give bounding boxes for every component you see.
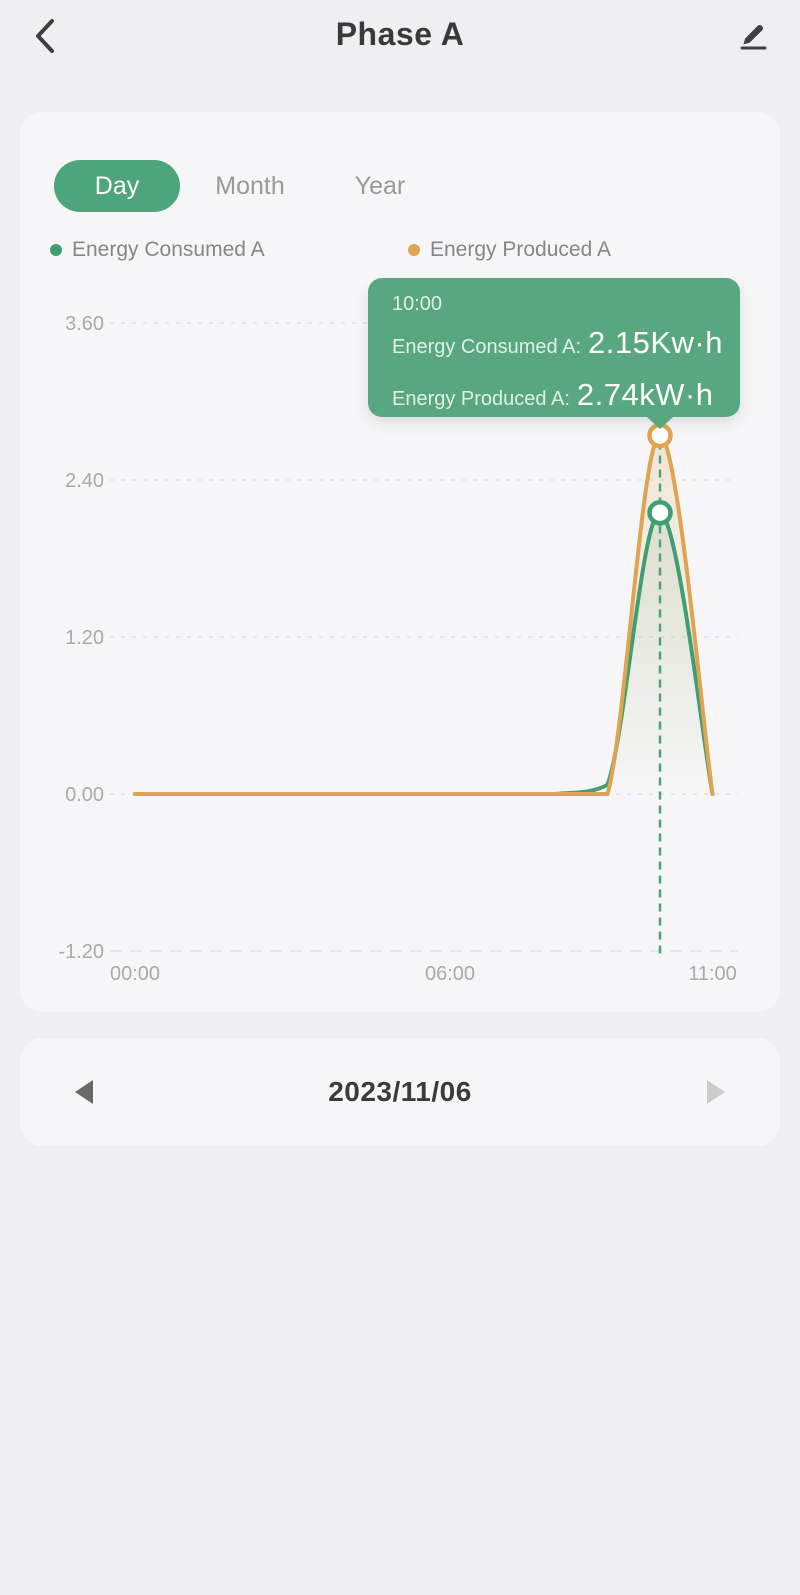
period-tabs: Day Month Year	[54, 160, 440, 212]
legend-dot-consumed-icon	[50, 244, 62, 256]
svg-text:2.40: 2.40	[65, 470, 104, 492]
tab-month[interactable]: Month	[190, 172, 310, 201]
triangle-right-icon	[707, 1080, 725, 1104]
edit-button[interactable]	[732, 14, 774, 56]
date-nav: 2023/11/06	[20, 1038, 780, 1146]
page-title: Phase A	[335, 16, 465, 52]
svg-text:11:00: 11:00	[688, 963, 737, 985]
legend-label-produced: Energy Produced A	[430, 238, 611, 261]
tooltip-row-produced: Energy Produced A: 2.74kW·h	[392, 377, 724, 413]
legend-label-consumed: Energy Consumed A	[72, 238, 265, 261]
tooltip-arrow-icon	[647, 417, 673, 429]
chevron-left-icon	[31, 16, 57, 59]
tooltip-time: 10:00	[392, 293, 443, 315]
date-card: 2023/11/06	[20, 1038, 780, 1146]
tooltip-row-consumed: Energy Consumed A: 2.15Kw·h	[392, 325, 724, 361]
tab-year[interactable]: Year	[320, 172, 440, 201]
chart-legend: Energy Consumed A Energy Produced A	[20, 238, 780, 266]
chart-card: Day Month Year Energy Consumed A Energy …	[20, 112, 780, 1012]
svg-text:0.00: 0.00	[65, 784, 104, 806]
header: Phase A	[0, 0, 800, 72]
svg-text:06:00: 06:00	[425, 963, 475, 985]
svg-text:1.20: 1.20	[65, 627, 104, 649]
current-date: 2023/11/06	[328, 1076, 472, 1107]
tooltip-produced-label: Energy Produced A:	[392, 388, 570, 410]
tooltip-consumed-label: Energy Consumed A:	[392, 336, 581, 358]
next-day-button[interactable]	[676, 1038, 756, 1146]
legend-item-consumed: Energy Consumed A	[50, 238, 265, 262]
legend-dot-produced-icon	[408, 244, 420, 256]
chart-tooltip: 10:00 Energy Consumed A: 2.15Kw·h Energy…	[368, 278, 740, 429]
legend-item-produced: Energy Produced A	[408, 238, 611, 262]
chart-svg[interactable]: 3.60 2.40 1.20 0.00 -1.20 00:00 06:00 11:00	[20, 112, 780, 1012]
pencil-icon	[735, 16, 771, 55]
tab-day[interactable]: Day	[54, 160, 180, 212]
svg-text:00:00: 00:00	[110, 963, 160, 985]
tooltip-consumed-value: 2.15Kw·h	[588, 325, 723, 360]
svg-text:-1.20: -1.20	[58, 941, 104, 963]
prev-day-button[interactable]	[44, 1038, 124, 1146]
back-button[interactable]	[24, 16, 64, 58]
svg-text:3.60: 3.60	[65, 313, 104, 335]
tooltip-produced-value: 2.74kW·h	[576, 377, 714, 412]
triangle-left-icon	[75, 1080, 93, 1104]
